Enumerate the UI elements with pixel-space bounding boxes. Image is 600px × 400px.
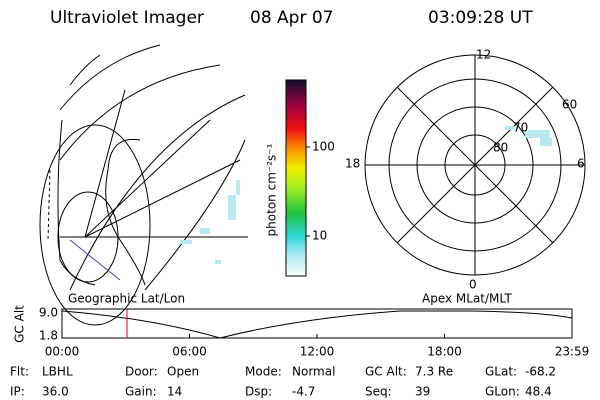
lat-label: 60: [562, 98, 577, 112]
info-label: IP:: [10, 385, 25, 399]
info-label: GC Alt:: [365, 365, 407, 379]
altitude-xtick-label: 23:59: [555, 345, 590, 359]
info-label: Gain:: [125, 385, 157, 399]
altitude-ytick: 1.8: [39, 329, 58, 343]
colorbar-tick-label: 100: [312, 140, 335, 154]
info-label: GLon:: [485, 385, 520, 399]
info-label: Flt:: [10, 365, 29, 379]
info-value: 7.3 Re: [415, 365, 453, 379]
info-value: 14: [167, 385, 182, 399]
altitude-ylabel: GC Alt: [13, 305, 27, 343]
colorbar: [285, 79, 307, 277]
altitude-ytick: 9.0: [39, 306, 58, 320]
mlt-label: 0: [469, 278, 477, 292]
date: 08 Apr 07: [250, 8, 333, 28]
info-label: GLat:: [485, 365, 517, 379]
info-label: Door:: [125, 365, 158, 379]
map-label: Geographic Lat/Lon: [68, 292, 185, 306]
polar-label: Apex MLat/MLT: [422, 292, 512, 306]
info-value: -4.7: [292, 385, 315, 399]
geographic-map: [39, 44, 248, 326]
lat-label: 70: [513, 121, 528, 135]
lat-label: 80: [493, 141, 508, 155]
info-value: 39: [415, 385, 430, 399]
info-label: Mode:: [245, 365, 282, 379]
info-value: -68.2: [525, 365, 556, 379]
info-value: Open: [167, 365, 199, 379]
altitude-xtick-label: 00:00: [45, 345, 80, 359]
altitude-xtick-label: 06:00: [172, 345, 207, 359]
altitude-curve: [61, 310, 573, 339]
mlt-label: 12: [476, 48, 491, 62]
polar-plot: [364, 54, 586, 276]
info-value: Normal: [292, 365, 335, 379]
colorbar-tick-label: 10: [312, 229, 327, 243]
altitude-plot: [61, 308, 573, 339]
altitude-xtick-label: 18:00: [427, 345, 462, 359]
info-label: Seq:: [365, 385, 392, 399]
colorbar-label: photon cm⁻²s⁻¹: [265, 143, 279, 236]
title: Ultraviolet Imager: [50, 8, 204, 28]
info-value: 48.4: [525, 385, 552, 399]
info-label: Dsp:: [245, 385, 272, 399]
mlt-label: 18: [345, 157, 360, 171]
time: 03:09:28 UT: [428, 8, 533, 28]
mlt-label: 6: [577, 157, 585, 171]
altitude-xtick-label: 12:00: [300, 345, 335, 359]
info-value: 36.0: [42, 385, 69, 399]
info-value: LBHL: [42, 365, 73, 379]
